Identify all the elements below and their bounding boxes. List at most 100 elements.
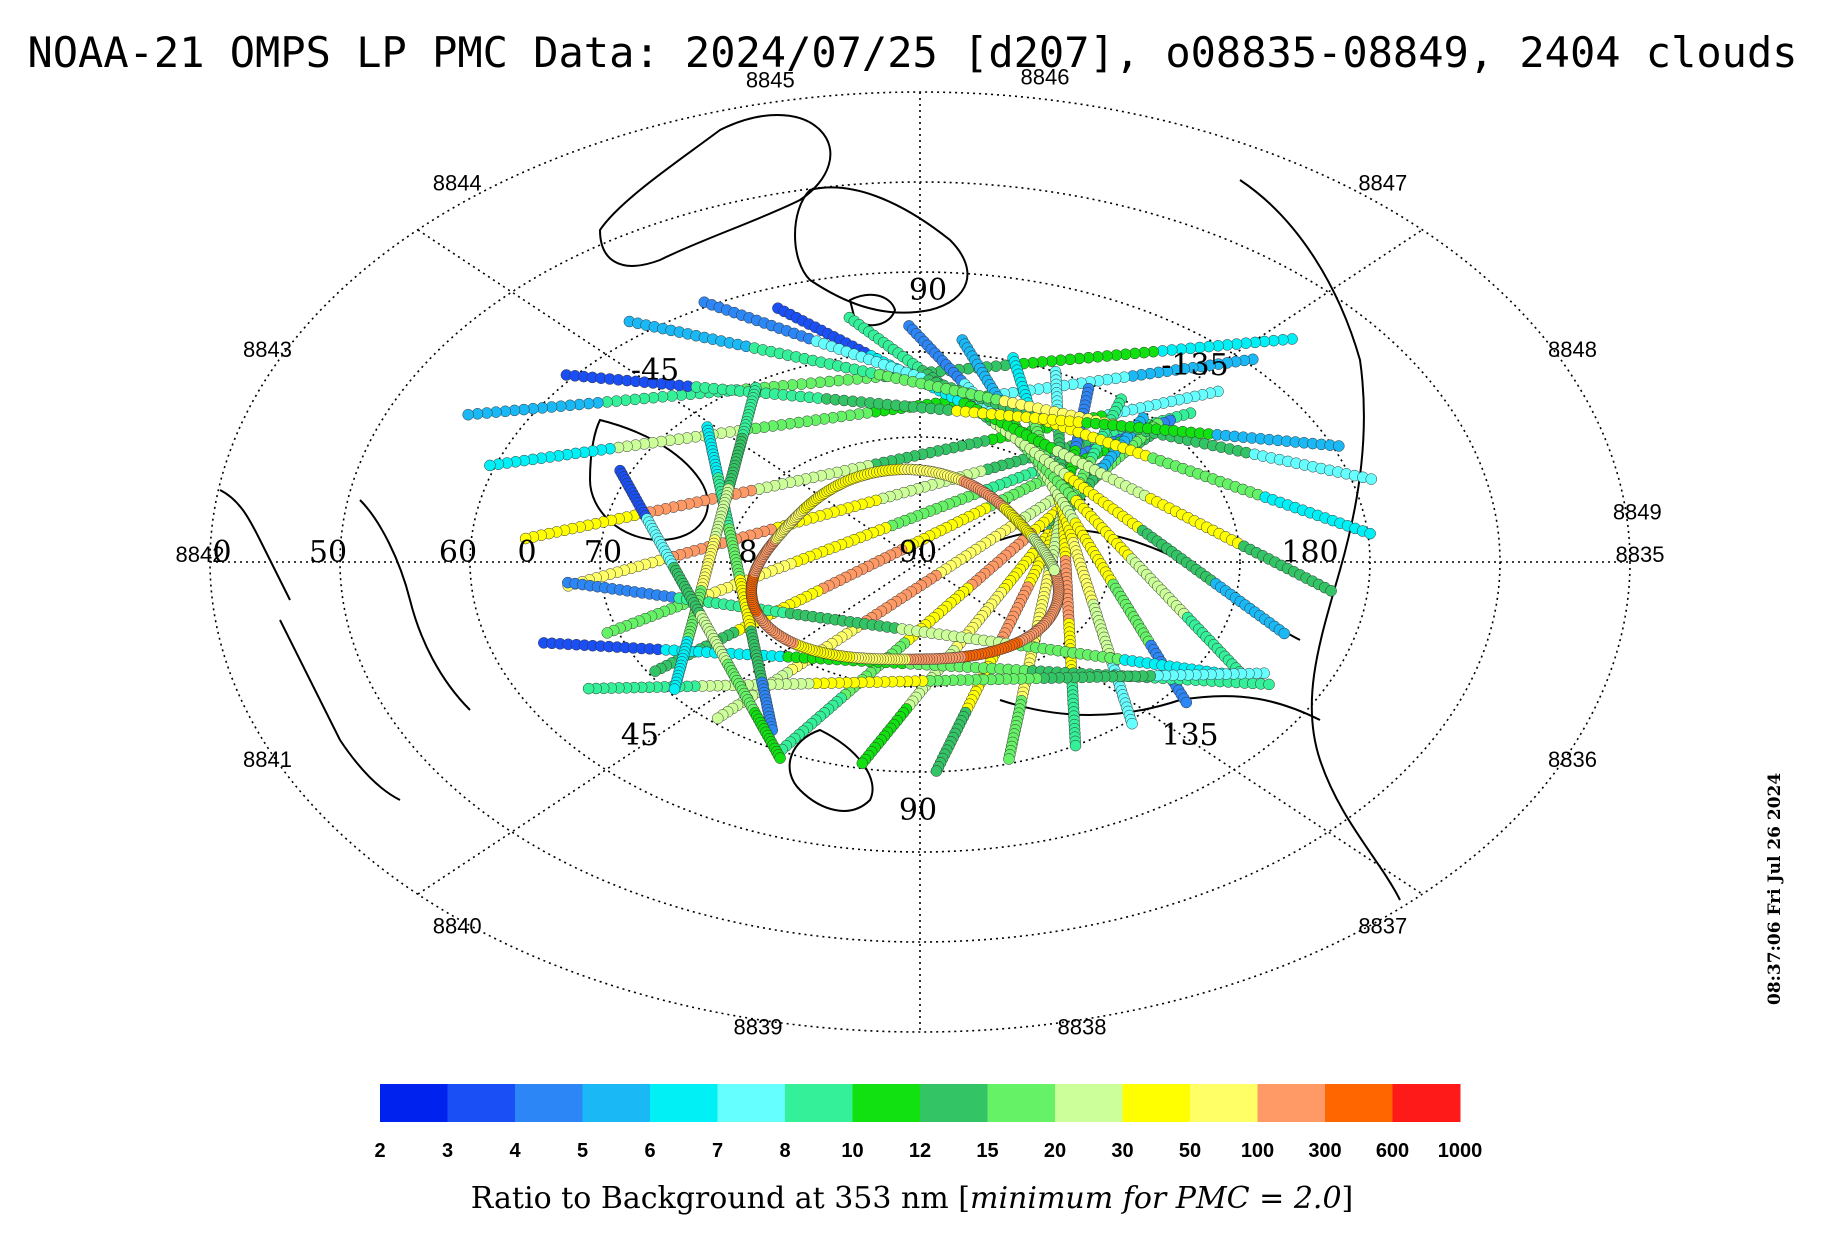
cloud-track bbox=[772, 302, 1337, 597]
cloud-point bbox=[1003, 753, 1015, 765]
colorbar-swatch bbox=[447, 1084, 516, 1122]
colorbar-swatch bbox=[1122, 1084, 1191, 1122]
orbit-label: 8843 bbox=[243, 337, 292, 362]
pmc-cloud-tracks bbox=[462, 296, 1378, 777]
orbit-label: 8845 bbox=[746, 68, 795, 93]
orbit-label: 8839 bbox=[734, 1015, 783, 1040]
orbit-label: 8835 bbox=[1616, 542, 1665, 567]
colorbar-label-prefix: Ratio to Background at 353 nm [ bbox=[471, 1181, 970, 1216]
orbit-label: 8849 bbox=[1613, 500, 1662, 525]
cloud-point bbox=[1069, 739, 1082, 752]
cloud-track bbox=[562, 576, 1235, 681]
grid-label: -135 bbox=[1161, 348, 1228, 383]
colorbar-swatch bbox=[785, 1084, 853, 1122]
grid-label: 70 bbox=[584, 535, 622, 570]
colorbar-swatch bbox=[920, 1084, 988, 1122]
coastline-eurasia-east bbox=[1239, 179, 1401, 901]
grid-label: 90 bbox=[899, 793, 937, 828]
cloud-track bbox=[582, 667, 1270, 695]
orbit-label: 8841 bbox=[243, 747, 292, 772]
grid-label: -45 bbox=[631, 353, 679, 388]
cloud-point bbox=[462, 408, 474, 421]
coastline-hudson bbox=[588, 418, 709, 542]
orbit-label: 8847 bbox=[1358, 171, 1407, 196]
cloud-ring bbox=[745, 463, 1065, 666]
cloud-track bbox=[668, 381, 762, 695]
grid-label: 8 bbox=[738, 535, 757, 570]
coastline-canada-west bbox=[359, 499, 471, 711]
coastline-north-america bbox=[598, 114, 832, 267]
orbit-label: 8840 bbox=[433, 914, 482, 939]
colorbar-swatch bbox=[1257, 1084, 1326, 1122]
colorbar-swatch bbox=[1325, 1084, 1393, 1122]
cloud-point bbox=[1126, 717, 1138, 730]
colorbar-label: Ratio to Background at 353 nm [minimum f… bbox=[471, 1181, 1354, 1216]
grid-label: 50 bbox=[309, 535, 347, 570]
orbit-label: 8838 bbox=[1058, 1015, 1107, 1040]
cloud-point bbox=[668, 683, 681, 695]
colorbar-tick-label: 2 bbox=[374, 1140, 385, 1162]
colorbar-swatch bbox=[582, 1084, 651, 1122]
coastline-west-1 bbox=[219, 489, 291, 601]
grid-label: 0 bbox=[212, 535, 231, 570]
grid-label: 180 bbox=[1281, 535, 1338, 570]
cloud-point bbox=[519, 532, 532, 545]
orbit-label: 8837 bbox=[1358, 914, 1407, 939]
cloud-point bbox=[582, 682, 595, 695]
orbit-label: 8844 bbox=[433, 171, 482, 196]
plot-timestamp: 08:37:06 Fri Jul 26 2024 bbox=[1765, 772, 1785, 1005]
colorbar-swatch bbox=[380, 1084, 448, 1122]
cloud-point bbox=[1365, 473, 1378, 485]
coastline-eurasia-south bbox=[999, 695, 1321, 721]
colorbar-tick-label: 600 bbox=[1376, 1140, 1409, 1162]
colorbar-swatch bbox=[650, 1084, 718, 1122]
grid-label: 60 bbox=[439, 535, 477, 570]
latitude-circle-3 bbox=[469, 271, 1371, 853]
cloud-point bbox=[1180, 696, 1193, 709]
cloud-point bbox=[1263, 678, 1275, 691]
colorbar-tick-label: 20 bbox=[1044, 1140, 1066, 1162]
colorbar-tick-label: 6 bbox=[644, 1140, 655, 1162]
colorbar-swatch bbox=[1190, 1084, 1258, 1122]
cloud-track bbox=[623, 315, 1378, 485]
colorbar-swatch bbox=[1392, 1084, 1461, 1122]
cloud-point bbox=[1325, 585, 1337, 597]
colorbar-swatch bbox=[717, 1084, 786, 1122]
colorbar-swatch bbox=[852, 1084, 921, 1122]
colorbar-tick-label: 100 bbox=[1241, 1140, 1274, 1162]
colorbar: 2 3 4 5 6 7 8 10 12 15 20 30 50 100 300 600 1000 bbox=[374, 1084, 1482, 1162]
coastline-greenland bbox=[794, 186, 969, 314]
colorbar-label-italic: minimum for PMC = 2.0 bbox=[970, 1181, 1342, 1216]
colorbar-tick-label: 5 bbox=[577, 1140, 588, 1162]
colorbar-swatch bbox=[1055, 1084, 1123, 1122]
cloud-point bbox=[1048, 564, 1061, 576]
grid-label: 135 bbox=[1161, 718, 1218, 753]
cloud-track bbox=[701, 421, 779, 736]
colorbar-tick-label: 300 bbox=[1308, 1140, 1341, 1162]
coastline-alaska bbox=[279, 619, 401, 801]
cloud-point bbox=[1333, 440, 1345, 452]
grid-label: 0 bbox=[517, 535, 536, 570]
cloud-point bbox=[1364, 527, 1376, 540]
colorbar-tick-label: 1000 bbox=[1438, 1140, 1483, 1162]
coastline-europe bbox=[788, 728, 874, 812]
colorbar-tick-label: 10 bbox=[841, 1140, 863, 1162]
cloud-point bbox=[856, 757, 869, 770]
colorbar-swatch bbox=[515, 1084, 583, 1122]
cloud-track bbox=[560, 369, 1345, 452]
orbit-label: 8848 bbox=[1548, 337, 1597, 362]
colorbar-tick-label: 15 bbox=[976, 1140, 998, 1162]
cloud-point bbox=[601, 627, 614, 639]
orbit-label: 8836 bbox=[1548, 747, 1597, 772]
cloud-point bbox=[649, 665, 661, 677]
colorbar-tick-label: 8 bbox=[779, 1140, 790, 1162]
cloud-point bbox=[930, 765, 943, 777]
cloud-point bbox=[712, 712, 724, 725]
cloud-point bbox=[1278, 627, 1291, 640]
grid-label: 90 bbox=[909, 273, 947, 308]
colorbar-tick-label: 4 bbox=[509, 1140, 521, 1162]
colorbar-tick-label: 50 bbox=[1179, 1140, 1201, 1162]
figure-title: NOAA-21 OMPS LP PMC Data: 2024/07/25 [d2… bbox=[27, 28, 1798, 77]
